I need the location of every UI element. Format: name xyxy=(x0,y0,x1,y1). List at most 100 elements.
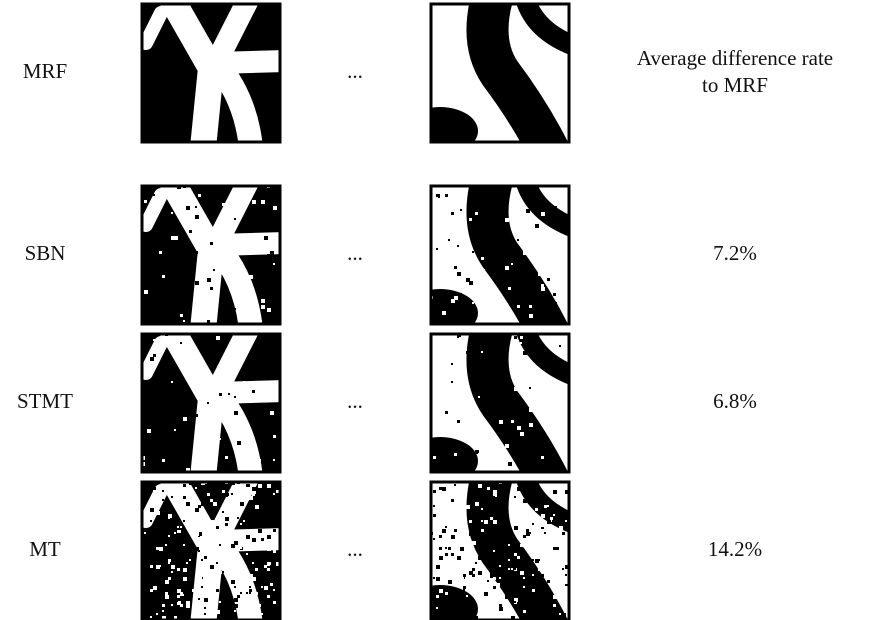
noise-pixel xyxy=(532,574,534,576)
noise-pixel xyxy=(261,299,265,303)
noise-pixel xyxy=(493,493,497,497)
image-border xyxy=(429,480,571,620)
noise-pixel xyxy=(484,604,486,606)
noise-pixel xyxy=(225,339,228,342)
noise-pixel xyxy=(445,553,448,556)
noise-pixel xyxy=(439,538,441,540)
noise-pixel xyxy=(538,272,542,276)
noise-pixel xyxy=(538,559,540,561)
noise-pixel xyxy=(442,487,446,491)
noise-pixel xyxy=(565,565,569,569)
noise-pixel xyxy=(511,263,513,265)
noise-pixel xyxy=(234,586,236,588)
noise-pixel xyxy=(514,526,518,530)
noise-pixel xyxy=(165,580,169,584)
noise-pixel xyxy=(165,559,169,563)
noise-pixel xyxy=(547,278,550,281)
noise-pixel xyxy=(198,218,202,222)
noise-pixel xyxy=(174,393,176,395)
noise-pixel xyxy=(207,320,210,323)
noise-pixel xyxy=(514,520,516,522)
noise-pixel xyxy=(484,293,488,297)
noise-pixel xyxy=(219,544,221,546)
noise-pixel xyxy=(183,592,185,594)
noise-pixel xyxy=(234,218,236,220)
noise-pixel xyxy=(457,592,460,595)
noise-pixel xyxy=(517,559,519,561)
noise-pixel xyxy=(523,535,526,538)
noise-pixel xyxy=(451,212,454,215)
noise-pixel xyxy=(445,538,448,541)
noise-pixel xyxy=(538,568,541,571)
noise-pixel xyxy=(225,523,228,526)
noise-pixel xyxy=(565,490,569,494)
rate: 14.2% xyxy=(708,537,762,561)
noise-pixel xyxy=(264,565,267,568)
noise-pixel xyxy=(255,520,257,522)
noise-pixel xyxy=(225,435,227,437)
noise-pixel xyxy=(556,547,559,550)
noise-pixel xyxy=(514,336,517,339)
noise-pixel xyxy=(457,556,461,560)
noise-pixel xyxy=(508,462,512,466)
noise-pixel xyxy=(478,496,482,500)
noise-pixel xyxy=(457,517,461,521)
noise-pixel xyxy=(472,251,474,253)
noise-pixel xyxy=(529,547,533,551)
row-label: MT xyxy=(29,537,61,561)
noise-pixel xyxy=(231,565,235,569)
noise-pixel xyxy=(222,203,225,206)
noise-pixel xyxy=(150,544,153,547)
noise-pixel xyxy=(171,236,175,240)
noise-pixel xyxy=(270,565,272,567)
noise-pixel xyxy=(150,574,152,576)
noise-pixel xyxy=(517,556,519,558)
noise-pixel xyxy=(508,544,510,546)
noise-pixel xyxy=(273,550,276,553)
noise-pixel xyxy=(183,417,187,421)
header-line-2: to MRF xyxy=(702,73,768,97)
noise-pixel xyxy=(261,191,265,195)
noise-pixel xyxy=(189,230,192,233)
noise-pixel xyxy=(168,517,170,519)
noise-pixel xyxy=(237,511,241,515)
noise-pixel xyxy=(213,583,215,585)
noise-pixel xyxy=(433,559,435,561)
noise-pixel xyxy=(222,601,226,605)
noise-pixel xyxy=(436,577,440,581)
noise-pixel xyxy=(541,284,544,287)
noise-pixel xyxy=(457,245,459,247)
noise-pixel xyxy=(273,459,275,461)
noise-pixel xyxy=(264,541,267,544)
noise-pixel xyxy=(246,553,248,555)
noise-pixel xyxy=(264,188,268,192)
noise-pixel xyxy=(186,429,188,431)
noise-pixel xyxy=(469,520,472,523)
noise-pixel xyxy=(219,490,221,492)
noise-pixel xyxy=(490,574,494,578)
noise-pixel xyxy=(150,589,153,592)
noise-pixel xyxy=(180,314,183,317)
noise-pixel xyxy=(249,275,253,279)
noise-pixel xyxy=(499,604,502,607)
noise-pixel xyxy=(475,616,478,619)
noise-pixel xyxy=(436,248,438,250)
rate: 6.8% xyxy=(713,389,757,413)
noise-pixel xyxy=(436,369,440,373)
noise-pixel xyxy=(553,206,557,210)
noise-pixel xyxy=(240,224,242,226)
noise-pixel xyxy=(487,487,490,490)
noise-pixel xyxy=(559,613,561,615)
noise-pixel xyxy=(520,342,522,344)
noise-pixel xyxy=(556,520,558,522)
noise-pixel xyxy=(204,613,206,615)
noise-pixel xyxy=(216,520,219,523)
noise-pixel xyxy=(541,269,544,272)
noise-pixel xyxy=(276,562,280,566)
noise-pixel xyxy=(231,426,235,430)
noise-pixel xyxy=(198,598,200,600)
noise-pixel xyxy=(183,384,186,387)
noise-pixel xyxy=(553,604,556,607)
noise-pixel xyxy=(144,598,146,600)
noise-pixel xyxy=(195,487,197,489)
